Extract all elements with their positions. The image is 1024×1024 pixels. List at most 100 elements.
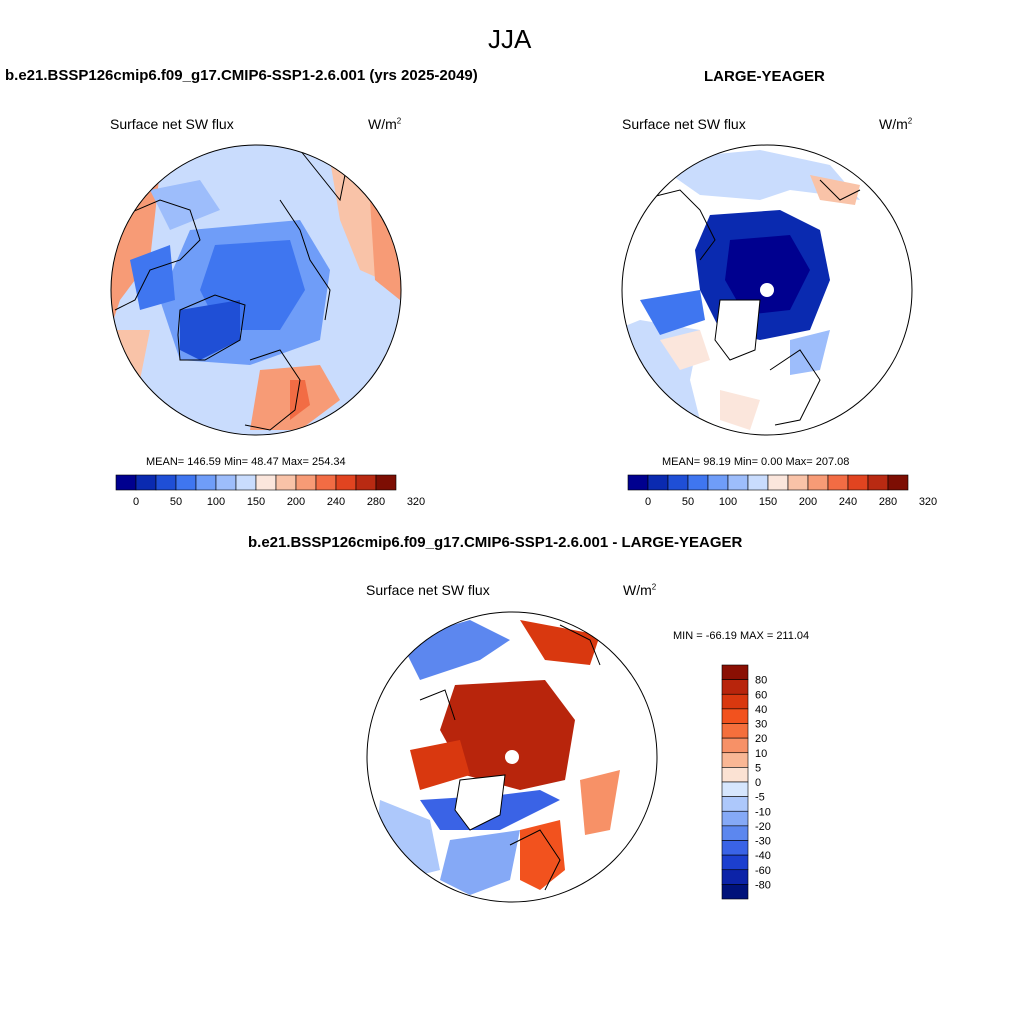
model-colorbar-swatch — [115, 474, 137, 491]
model-colorbar-swatch — [175, 474, 197, 491]
diff-colorbar-tick-label: 40 — [755, 704, 767, 716]
obs-colorbar-tick-label: 100 — [719, 496, 737, 508]
model-coastlines — [114, 149, 361, 431]
model-colorbar-tick-label: 0 — [133, 496, 139, 508]
obs-unit-exp: 2 — [907, 116, 913, 126]
diff-colorbar-tick-label: 80 — [755, 675, 767, 687]
diff-colorbar-swatch — [721, 840, 749, 856]
obs-colorbar-swatch — [767, 474, 789, 491]
model-colorbar-swatch — [315, 474, 337, 491]
model-colorbar-tick-label: 240 — [327, 496, 345, 508]
model-colorbar-swatch — [215, 474, 237, 491]
figure-title: JJA — [488, 24, 532, 54]
model-colorbar-swatch — [375, 474, 397, 491]
obs-colorbar-tick-label: 320 — [919, 496, 937, 508]
diff-colorbar-tick-label: -80 — [755, 879, 771, 891]
model-colorbar-swatch — [275, 474, 297, 491]
obs-colorbar-swatch — [667, 474, 689, 491]
diff-colorbar-tick-label: 5 — [755, 762, 761, 774]
model-colorbar-swatch — [255, 474, 277, 491]
model-variable-label: Surface net SW flux — [110, 116, 234, 132]
diff-colorbar-swatch — [721, 796, 749, 812]
obs-colorbar-swatch — [707, 474, 729, 491]
diff-map-boundary — [366, 611, 658, 903]
obs-colorbar-tick-label: 0 — [645, 496, 651, 508]
diff-colorbar-swatch — [721, 869, 749, 885]
diff-colorbar-swatch — [721, 767, 749, 783]
diff-colorbar-tick-label: -60 — [755, 865, 771, 877]
model-polar-map — [111, 145, 401, 435]
model-colorbar-tick-label: 200 — [287, 496, 305, 508]
obs-colorbar-swatch — [847, 474, 869, 491]
diff-unit-base: W/m — [623, 582, 652, 598]
diff-colorbar-tick-label: -5 — [755, 792, 765, 804]
diff-colorbar-swatch — [721, 708, 749, 724]
model-colorbar-swatch — [155, 474, 177, 491]
obs-variable-label: Surface net SW flux — [622, 116, 746, 132]
model-colorbar-tick-label: 100 — [207, 496, 225, 508]
obs-map-boundary — [621, 144, 913, 436]
obs-colorbar-swatch — [627, 474, 649, 491]
obs-colorbar-swatch — [787, 474, 809, 491]
obs-colorbar-swatch — [887, 474, 909, 491]
diff-colorbar-swatch — [721, 781, 749, 797]
diff-colorbar-swatch — [721, 810, 749, 827]
diff-colorbar-tick-label: 60 — [755, 689, 767, 701]
diff-colorbar-swatch — [721, 693, 749, 710]
obs-colorbar-tick-label: 50 — [682, 496, 694, 508]
diff-colorbar-tick-label: 0 — [755, 777, 761, 789]
obs-colorbar-tick-label: 200 — [799, 496, 817, 508]
model-colorbar-tick-label: 50 — [170, 496, 182, 508]
obs-stats: MEAN= 98.19 Min= 0.00 Max= 207.08 — [662, 456, 850, 468]
obs-panel-title: LARGE-YEAGER — [704, 68, 825, 85]
obs-colorbar-swatch — [727, 474, 749, 491]
diff-colorbar: 80 60 40 30 20 10 5 0 -5 -10 -20 -30 -40 -60 -80 — [721, 664, 771, 900]
diff-coastlines — [419, 624, 601, 891]
diff-colorbar-swatch — [721, 825, 749, 841]
diff-variable-label: Surface net SW flux — [366, 582, 490, 598]
obs-unit-label: W/m2 — [879, 116, 912, 132]
diff-colorbar-tick-label: -20 — [755, 821, 771, 833]
model-unit-base: W/m — [368, 116, 397, 132]
diff-colorbar-tick-label: 10 — [755, 748, 767, 760]
diff-colorbar-swatch — [721, 723, 749, 739]
obs-colorbar-swatch — [647, 474, 669, 491]
obs-colorbar-swatch — [687, 474, 709, 491]
model-stats: MEAN= 146.59 Min= 48.47 Max= 254.34 — [146, 456, 346, 468]
obs-coastlines — [639, 179, 861, 426]
diff-stats: MIN = -66.19 MAX = 211.04 — [673, 630, 810, 642]
diff-panel-title: b.e21.BSSP126cmip6.f09_g17.CMIP6-SSP1-2.… — [248, 534, 743, 551]
model-panel-title: b.e21.BSSP126cmip6.f09_g17.CMIP6-SSP1-2.… — [5, 67, 478, 84]
diff-polar-map — [367, 612, 657, 902]
obs-colorbar-swatch — [807, 474, 829, 491]
diff-colorbar-tick-label: -30 — [755, 836, 771, 848]
diff-unit-exp: 2 — [651, 582, 657, 592]
diff-colorbar-swatch — [721, 679, 749, 695]
obs-colorbar-tick-label: 150 — [759, 496, 777, 508]
model-map-boundary — [110, 144, 402, 436]
obs-colorbar-tick-label: 240 — [839, 496, 857, 508]
obs-colorbar-swatch — [867, 474, 889, 491]
model-colorbar-swatch — [355, 474, 377, 491]
model-colorbar-tick-label: 320 — [407, 496, 425, 508]
model-colorbar-tick-label: 150 — [247, 496, 265, 508]
model-unit-exp: 2 — [396, 116, 402, 126]
model-colorbar-tick-label: 280 — [367, 496, 385, 508]
model-colorbar: 0 50 100 150 200 240 280 320 — [115, 474, 425, 508]
model-colorbar-swatch — [195, 474, 217, 491]
diff-colorbar-tick-label: -10 — [755, 806, 771, 818]
diff-colorbar-swatch — [721, 752, 749, 768]
diff-colorbar-tick-label: -40 — [755, 850, 771, 862]
diff-colorbar-swatch — [721, 884, 749, 900]
model-colorbar-swatch — [135, 474, 157, 491]
obs-colorbar-swatch — [747, 474, 769, 491]
obs-colorbar: 0 50 100 150 200 240 280 320 — [627, 474, 937, 508]
obs-colorbar-swatch — [827, 474, 849, 491]
diff-colorbar-swatch — [721, 664, 749, 680]
model-unit-label: W/m2 — [368, 116, 401, 132]
obs-polar-map — [622, 145, 912, 435]
model-colorbar-swatch — [235, 474, 257, 491]
model-colorbar-swatch — [295, 474, 317, 491]
obs-colorbar-tick-label: 280 — [879, 496, 897, 508]
